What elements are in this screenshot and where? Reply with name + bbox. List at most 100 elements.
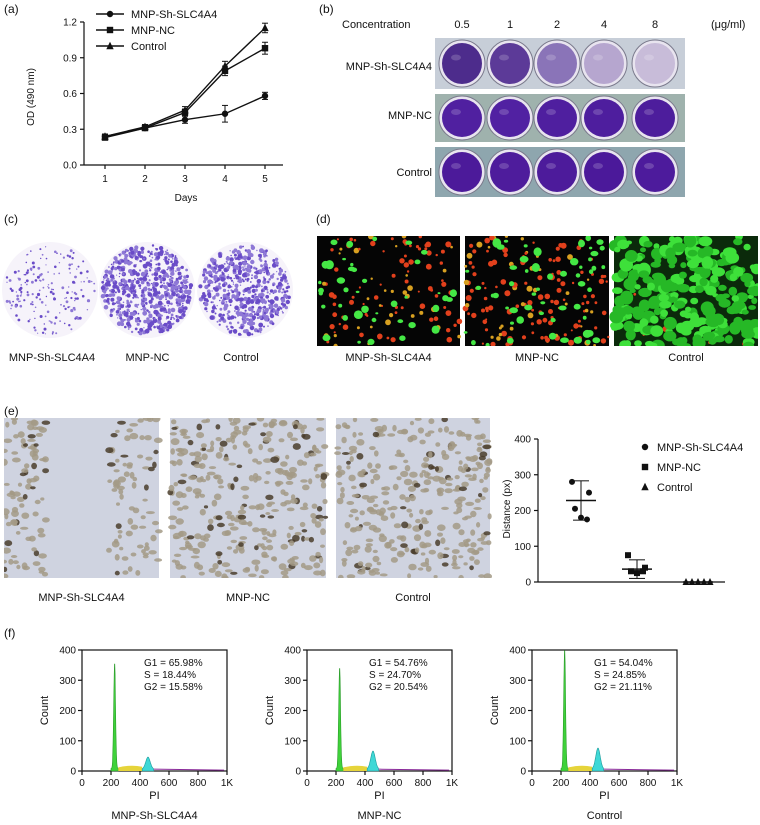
x-tick-label: 1K <box>446 778 459 789</box>
data-point <box>261 45 269 52</box>
well-stain <box>635 99 675 137</box>
live-dead-staining-image <box>317 236 758 346</box>
y-tick-label: 0 <box>70 767 76 778</box>
fluor-caption-sh: MNP-Sh-SLC4A4 <box>345 352 432 364</box>
x-tick-label: 200 <box>328 778 345 789</box>
y-tick-label: 0.9 <box>63 53 77 64</box>
well-stain <box>584 99 624 137</box>
x-tick-label: 0 <box>304 778 310 789</box>
colony-caption-sh: MNP-Sh-SLC4A4 <box>8 352 96 364</box>
legend-label: Control <box>131 41 166 53</box>
histogram-panel: 0 100 200 300 400 0 200 400 600 800 1K PI Count G1 = … <box>489 646 683 823</box>
x-axis-label: Days <box>175 193 198 204</box>
data-point <box>261 23 269 32</box>
row-label-sh: MNP-Sh-SLC4A4 <box>345 61 432 73</box>
panel-label-c: (c) <box>4 212 18 226</box>
x-tick-label: 1K <box>671 778 684 789</box>
concentration-label: 2 <box>553 19 561 31</box>
y-axis-label: OD (490 nm) <box>26 68 37 126</box>
colony-plates-image <box>2 242 293 338</box>
model-fit-line <box>153 768 225 771</box>
wound-caption-sh: MNP-Sh-SLC4A4 <box>38 592 125 604</box>
x-axis-label: PI <box>149 790 159 802</box>
x-tick-label: 0 <box>529 778 535 789</box>
well-stain <box>635 43 675 84</box>
x-tick-label: 2 <box>142 174 148 185</box>
data-point <box>694 578 702 585</box>
colonies <box>100 244 194 336</box>
well-highlight <box>499 163 509 169</box>
cells <box>4 418 163 578</box>
cell-cycle-histograms: 0 100 200 300 400 0 200 400 600 800 1K PI Count G1 = … <box>39 646 683 823</box>
x-tick-label: 400 <box>582 778 599 789</box>
well-highlight <box>451 109 461 115</box>
legend-label: MNP-Sh-SLC4A4 <box>131 9 217 21</box>
x-tick-label: 600 <box>161 778 178 789</box>
well-stain <box>537 152 577 192</box>
cell-cycle-stat: G2 = 15.58% <box>144 682 203 693</box>
g1-peak <box>560 650 569 772</box>
y-axis-label: Count <box>39 696 51 725</box>
data-point <box>569 478 575 485</box>
cell-cycle-stat: S = 18.44% <box>144 670 196 681</box>
concentration-label: 4 <box>600 19 608 31</box>
y-tick-label: 1.2 <box>63 18 77 29</box>
s-phase-area <box>118 765 143 771</box>
well-highlight <box>451 163 461 169</box>
cells <box>318 236 463 346</box>
y-tick-label: 0 <box>520 767 526 778</box>
y-tick-label: 300 <box>509 676 526 687</box>
cells <box>334 418 493 578</box>
data-point <box>181 105 189 114</box>
y-tick-label: 400 <box>509 646 526 657</box>
data-point <box>640 568 646 575</box>
well-stain <box>537 43 577 84</box>
data-point <box>586 489 592 496</box>
y-axis-label: Count <box>264 696 276 725</box>
g2-peak <box>591 747 605 772</box>
fluor-caption-control: Control <box>668 352 704 364</box>
series-line-square <box>104 47 266 139</box>
data-point <box>634 570 640 577</box>
well-stain <box>490 152 530 192</box>
cells <box>462 236 610 346</box>
colony-caption-control: Control <box>223 352 259 364</box>
wound-caption-nc: MNP-NC <box>226 592 270 604</box>
well-stain <box>584 43 624 84</box>
cell-cycle-stat: G1 = 65.98% <box>144 658 203 669</box>
y-tick-label: 0 <box>525 578 531 589</box>
x-tick-label: 600 <box>386 778 403 789</box>
cell-cycle-stat: G1 = 54.76% <box>369 658 428 669</box>
data-point <box>688 578 696 585</box>
cell-cycle-stat: S = 24.85% <box>594 670 646 681</box>
histogram-caption: Control <box>587 810 622 822</box>
row-label-control: Control <box>396 167 432 179</box>
panel-label-b: (b) <box>319 2 334 16</box>
y-tick-label: 200 <box>509 706 526 717</box>
cell-cycle-stat: S = 24.70% <box>369 670 421 681</box>
cell-cycle-stat: G2 = 20.54% <box>369 682 428 693</box>
s-phase-area <box>343 765 368 771</box>
well-highlight <box>499 109 509 115</box>
y-tick-label: 0.3 <box>63 125 77 136</box>
y-tick-label: 300 <box>284 676 301 687</box>
data-point <box>221 110 229 117</box>
colony-caption-nc: MNP-NC <box>125 352 170 364</box>
colonies <box>5 246 96 335</box>
y-tick-label: 0.6 <box>63 89 77 100</box>
y-axis-label: Distance (px) <box>502 480 513 539</box>
well-highlight <box>546 54 556 61</box>
y-tick-label: 100 <box>509 736 526 747</box>
y-tick-label: 100 <box>284 736 301 747</box>
data-point <box>642 564 648 571</box>
legend-label: Control <box>657 482 692 494</box>
legend-label: MNP-Sh-SLC4A4 <box>657 442 743 454</box>
data-point <box>221 61 229 70</box>
x-tick-label: 800 <box>640 778 657 789</box>
x-axis-label: PI <box>374 790 384 802</box>
histogram-caption: MNP-Sh-SLC4A4 <box>111 810 197 822</box>
well-highlight <box>593 109 603 115</box>
concentration-label: 0.5 <box>454 19 470 31</box>
data-point <box>625 552 631 559</box>
x-axis-label: PI <box>599 790 609 802</box>
